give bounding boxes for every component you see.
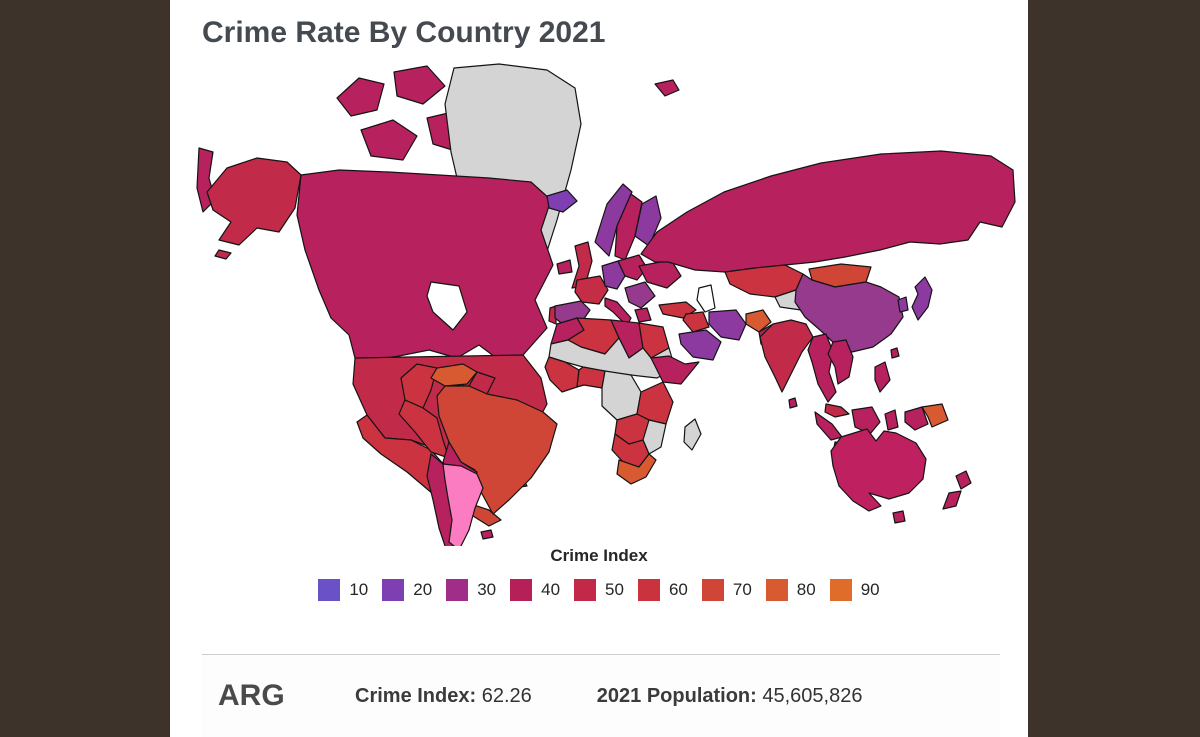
region-central-africa[interactable] <box>601 370 642 421</box>
content-card: Crime Rate By Country 2021 <box>170 0 1028 737</box>
legend-swatch <box>318 579 341 601</box>
country-papua-new-guinea[interactable] <box>921 403 949 428</box>
island-tasmania[interactable] <box>892 510 906 524</box>
region-iraq-syria[interactable] <box>682 311 710 333</box>
region-horn-of-africa[interactable] <box>650 355 700 385</box>
country-new-zealand-north[interactable] <box>955 470 972 490</box>
legend-item: 90 <box>829 579 880 601</box>
legend-item: 20 <box>382 579 432 601</box>
country-aleutians[interactable] <box>214 249 232 260</box>
crime-index-stat: Crime Index: 62.26 <box>355 685 532 708</box>
legend-item: 50 <box>574 579 624 601</box>
legend-label: 40 <box>541 580 561 599</box>
legend-label: 30 <box>477 580 497 599</box>
legend-swatch <box>829 579 852 601</box>
legend-label: 20 <box>413 580 433 599</box>
country-new-zealand-south[interactable] <box>942 490 962 510</box>
country-argentina-selected[interactable] <box>442 463 484 546</box>
country-canada-islands[interactable] <box>393 65 446 105</box>
legend-item: 80 <box>765 579 816 601</box>
country-india[interactable] <box>759 319 814 393</box>
legend-label: 70 <box>732 580 752 599</box>
legend-item: 40 <box>510 579 560 601</box>
country-canada-islands[interactable] <box>360 119 418 161</box>
region-west-papua[interactable] <box>904 406 929 431</box>
country-afghanistan[interactable] <box>745 309 772 333</box>
country-falklands[interactable] <box>480 529 494 540</box>
legend-swatch <box>382 579 405 601</box>
country-brazil[interactable] <box>436 385 558 515</box>
country-svalbard[interactable] <box>654 79 680 97</box>
legend-title: Crime Index <box>550 546 648 565</box>
country-nigeria[interactable] <box>576 366 606 389</box>
legend-swatch <box>701 579 724 601</box>
country-mozambique[interactable] <box>642 419 667 455</box>
country-balkans[interactable] <box>624 281 656 309</box>
island-sumatra[interactable] <box>814 411 843 441</box>
country-south-africa[interactable] <box>616 453 657 485</box>
country-portugal[interactable] <box>548 305 557 325</box>
legend-label: 90 <box>860 580 880 599</box>
caspian-sea <box>696 284 716 313</box>
country-korea[interactable] <box>897 296 909 313</box>
legend-item: 70 <box>701 579 752 601</box>
crime-index-value: 62.26 <box>481 684 532 707</box>
crime-index-label: Crime Index: <box>355 684 477 707</box>
country-iceland[interactable] <box>546 189 578 213</box>
legend-item: 30 <box>446 579 496 601</box>
legend-swatch <box>574 579 597 601</box>
population-stat: 2021 Population: 45,605,826 <box>597 685 863 708</box>
country-saudi-arabia[interactable] <box>678 329 722 361</box>
region-west-africa[interactable] <box>544 356 580 393</box>
legend-label: 50 <box>605 580 624 599</box>
legend-swatch <box>510 579 533 601</box>
page-title: Crime Rate By Country 2021 <box>202 16 606 49</box>
country-philippines[interactable] <box>874 361 891 393</box>
world-choropleth-map <box>179 60 1019 546</box>
country-poland[interactable] <box>617 254 648 281</box>
legend-swatch <box>446 579 469 601</box>
legend-swatch <box>765 579 788 601</box>
country-ireland[interactable] <box>556 259 573 275</box>
legend-item: 10 <box>318 579 368 601</box>
population-label: 2021 Population: <box>596 684 757 707</box>
country-madagascar[interactable] <box>683 418 702 451</box>
country-taiwan[interactable] <box>890 347 900 359</box>
country-france[interactable] <box>574 275 609 305</box>
legend-label: 10 <box>349 580 369 599</box>
country-china[interactable] <box>794 273 904 353</box>
legend-item: 60 <box>637 579 688 601</box>
country-germany[interactable] <box>601 260 626 290</box>
region-sahel[interactable] <box>548 337 676 379</box>
country-finland[interactable] <box>634 195 662 247</box>
country-canada[interactable] <box>296 169 554 361</box>
map-legend: Crime Index 10 20 30 40 50 60 70 80 90 <box>170 546 1028 601</box>
legend-label: 80 <box>796 580 816 599</box>
country-malaysia[interactable] <box>824 403 850 418</box>
legend-label: 60 <box>668 580 688 599</box>
country-sri-lanka[interactable] <box>788 397 798 409</box>
country-canada-islands[interactable] <box>336 77 385 117</box>
hudson-bay <box>426 281 468 331</box>
region-indochina[interactable] <box>827 339 854 385</box>
legend-swatch <box>637 579 660 601</box>
selected-country-info-bar: ARG Crime Index: 62.26 2021 Population: … <box>202 654 1000 737</box>
country-russia[interactable] <box>640 150 1016 273</box>
country-norway[interactable] <box>594 183 633 257</box>
legend-items: 10 20 30 40 50 60 70 80 90 <box>170 579 1028 601</box>
island-borneo[interactable] <box>851 406 881 435</box>
country-australia[interactable] <box>830 428 927 512</box>
country-venezuela[interactable] <box>430 363 478 387</box>
country-japan[interactable] <box>911 276 933 321</box>
country-iran[interactable] <box>708 309 747 341</box>
population-value: 45,605,826 <box>762 684 863 707</box>
country-alaska[interactable] <box>206 157 302 246</box>
island-sulawesi[interactable] <box>884 409 899 431</box>
country-greece[interactable] <box>634 307 652 323</box>
selected-country-code: ARG <box>218 679 285 712</box>
